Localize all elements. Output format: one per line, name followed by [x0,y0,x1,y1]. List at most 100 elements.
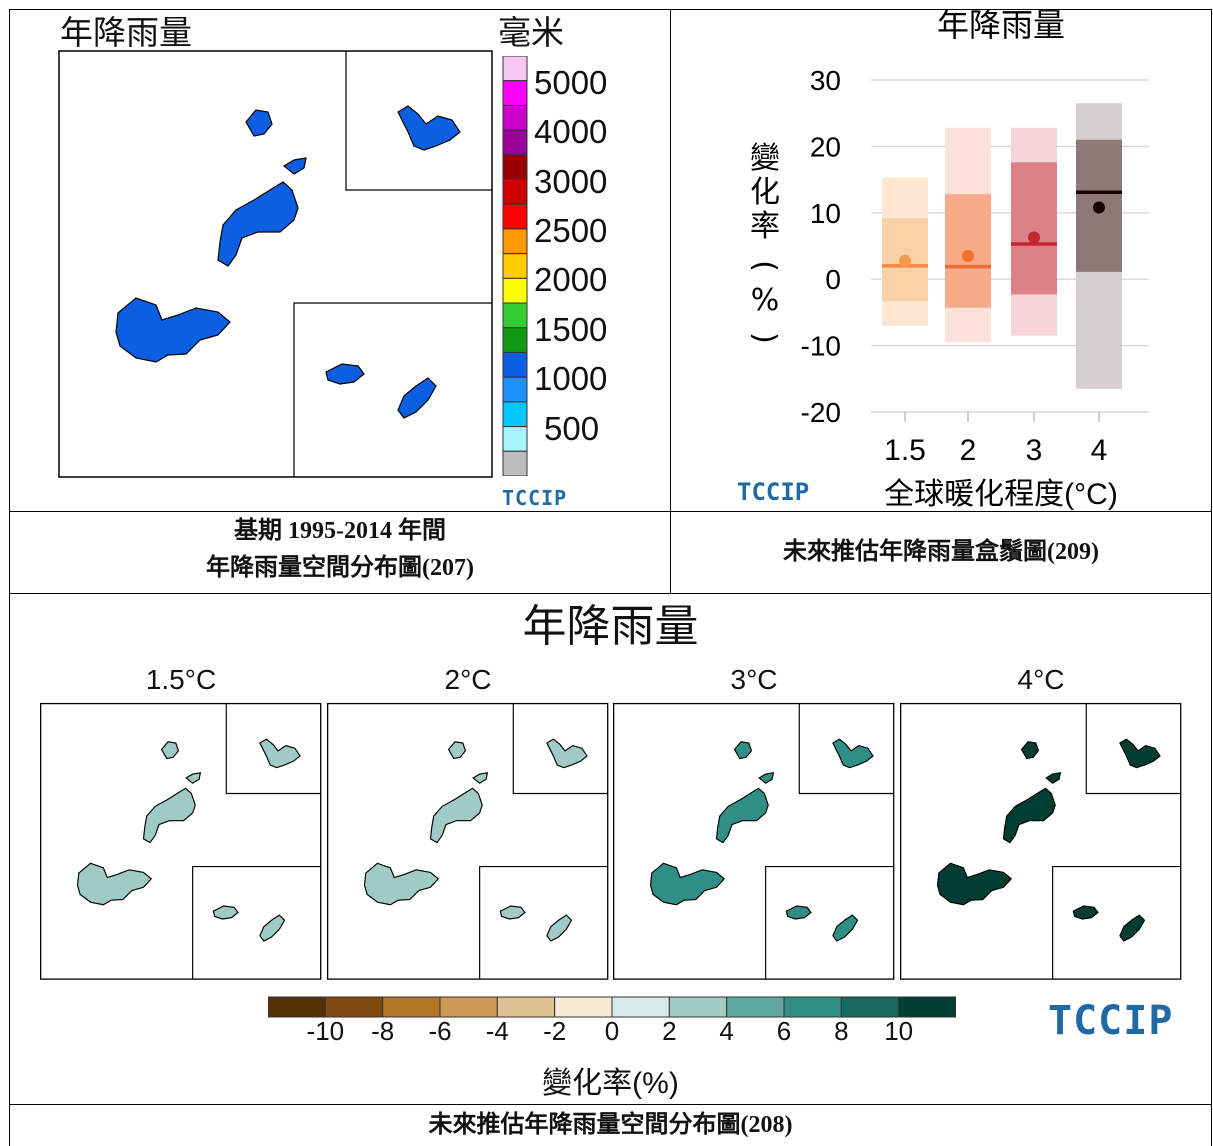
svg-text:化: 化 [750,175,780,210]
x-axis-label: 全球暖化程度(°C) [884,478,1118,510]
colorbar-segment [502,426,528,452]
frame-right [1211,9,1212,1146]
island-group [115,105,461,419]
island-inset-top [397,105,461,151]
colorbar-label: 3000 [534,162,608,200]
island-inset-bottom-a [785,905,812,920]
baseline-caption: 基期 1995-2014 年間 年降雨量空間分布圖(207) [10,512,670,586]
colorbar-segment [502,80,528,106]
boxplot-logo: TCCIP [737,478,809,506]
colorbar-label: 1000 [534,360,608,398]
island-inset-bottom-b [259,914,286,942]
island-inset-bottom-b [546,914,573,942]
colorbar-label: 4000 [534,113,608,151]
future-maps-panel: 年降雨量 1.5°C 2°C 3°C 4°C -10 -8 -6 -4 -2 0 2 4 6 8 10 變… [10,594,1211,1104]
colorbar-segment [502,129,528,156]
svg-text:): ) [747,332,782,344]
future-map-label: 4°C [1017,664,1065,695]
box-mean-dot [899,254,911,267]
box-mean-dot [962,249,974,262]
island-north-strip [1045,772,1062,784]
island-inset-bottom-a [212,905,239,920]
island-penghu-main [649,862,726,906]
island-inset-top [546,738,588,769]
baseline-map [58,50,493,478]
change-colorbar-tick: -10 [306,1016,345,1046]
island-inset-top [1119,738,1161,769]
y-tick-label: 30 [810,65,841,96]
y-tick-label: -20 [801,397,841,428]
future-map-label: 3°C [730,664,778,695]
baseline-caption-line1: 基期 1995-2014 年間 [234,518,446,544]
change-colorbar-tick: 2 [662,1016,677,1046]
box-iqr [1011,162,1057,295]
x-tick-label: 2 [960,434,977,467]
change-colorbar-segment [783,996,842,1018]
colorbar-segment [502,327,528,353]
frame-top [9,9,1212,10]
boxplot-chart: 年降雨量 -20 -10 0 10 20 30 1.5 2 3 4 變化率 (%) 全球暖化程度(°C) T… [737,10,1149,510]
island-north-strip [758,772,775,784]
frame-row1-bottom [9,511,1212,512]
future-map-panel: 1.5°C [40,664,322,984]
boxplot-panel: 年降雨量 -20 -10 0 10 20 30 1.5 2 3 4 變化率 (%) 全球暖化程度(°C) T… [671,10,1211,510]
baseline-logo: TCCIP [502,486,568,510]
baseline-map-panel: 年降雨量 毫米 5000 4000 3000 2500 2000 1500 1000 500 … [10,10,670,510]
frame-left [9,9,10,1146]
island-inset-bottom-b [397,377,437,419]
colorbar-label: 2500 [534,211,608,249]
change-colorbar-segment [324,996,384,1018]
future-maps-caption: 未來推估年降雨量空間分布圖(208) [428,1112,793,1138]
y-tick-label: -10 [801,331,841,362]
island-inset-bottom-a [325,363,365,385]
inset-box-bottom [293,302,492,477]
colorbar-segment [502,401,528,428]
island-inset-bottom-b [1119,914,1146,942]
future-map-label: 1.5°C [145,664,217,695]
island-penghu-main [936,862,1013,906]
future-map-panel: 2°C [327,664,609,984]
colorbar-segment [502,154,528,181]
island-penghu-main [363,862,440,906]
future-map [327,702,609,980]
colorbar-label: 5000 [534,63,608,101]
future-map [613,702,895,980]
y-tick-label: 20 [810,131,841,162]
change-colorbar-tick: 0 [604,1016,620,1046]
frame-middle-vertical [670,9,671,593]
change-colorbar-segment [668,996,728,1018]
island-north-small [245,109,273,137]
change-colorbar-tick: 10 [884,1016,914,1046]
boxplot-caption: 未來推估年降雨量盒鬚圖(209) [783,539,1099,565]
baseline-colorbar-labels: 5000 4000 3000 2500 2000 1500 1000 500 [534,60,634,480]
future-map [40,702,322,980]
change-colorbar-segment [439,996,498,1018]
x-tick-label: 4 [1091,434,1108,467]
frame-row3-bottom [9,1104,1212,1105]
baseline-caption-line2: 年降雨量空間分布圖(207) [206,555,474,581]
island-baisha [1002,787,1056,844]
island-north-small [447,741,467,760]
future-maps-logo: TCCIP [1048,998,1174,1044]
colorbar-segment [502,376,528,403]
island-inset-bottom-a [1072,905,1099,920]
y-tick-label: 0 [825,264,841,295]
svg-text:%: % [751,283,780,318]
baseline-map-title: 年降雨量 [60,14,192,51]
y-tick-label: 10 [810,198,841,229]
colorbar-label: 500 [544,409,600,447]
colorbar-segment [502,179,528,205]
change-colorbar-tick: -6 [428,1016,452,1046]
island-north-small [1020,741,1040,760]
change-colorbar-tick: 8 [834,1016,849,1046]
x-tick-label: 1.5 [884,434,926,467]
change-colorbar-tick: 6 [776,1016,792,1046]
change-colorbar-segment [611,996,670,1018]
x-tick-label: 3 [1026,434,1043,467]
inset-box-top [345,51,492,191]
island-penghu-main [115,297,231,363]
island-north-strip [472,772,489,784]
change-colorbar-tick: -2 [543,1016,567,1046]
colorbar-label: 1500 [534,310,608,348]
island-inset-bottom-b [832,914,859,942]
